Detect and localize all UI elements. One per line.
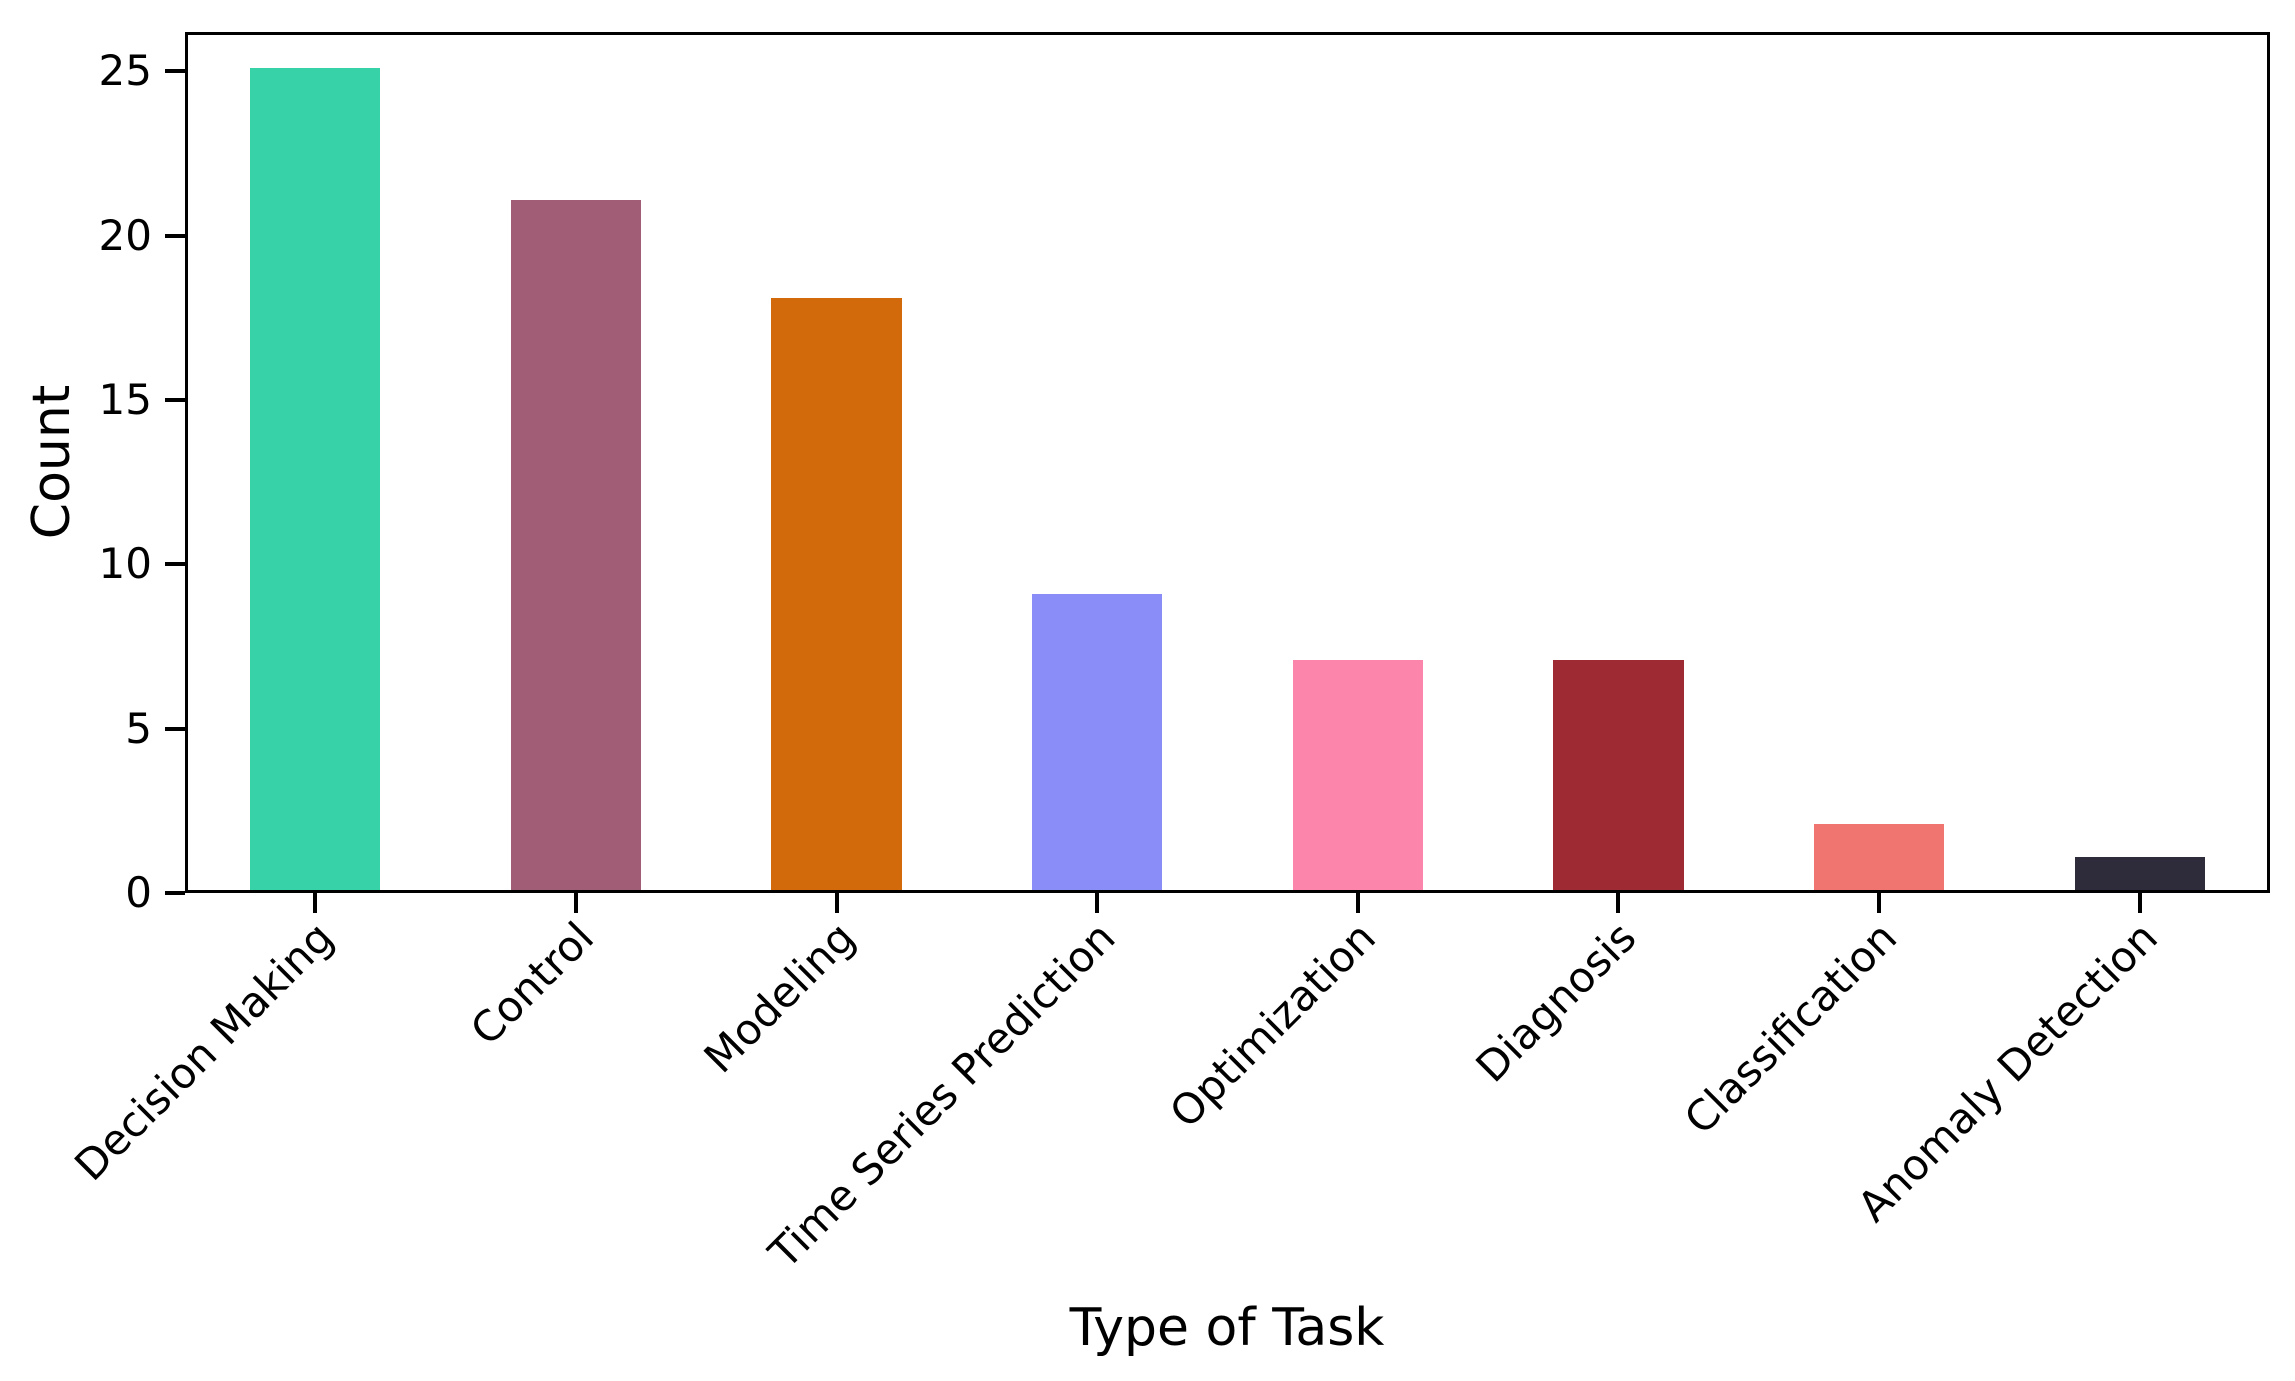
x-tick-mark	[1355, 893, 1360, 913]
bar-control	[510, 199, 642, 890]
x-tick-label-anomaly-detection: Anomaly Detection	[1848, 912, 2167, 1232]
bar-classification	[1813, 824, 1945, 890]
y-tick-label: 5	[125, 703, 152, 753]
x-tick-mark	[1616, 893, 1621, 913]
x-tick-mark	[313, 893, 318, 913]
bar-anomaly-detection	[2074, 857, 2205, 890]
y-tick-mark	[165, 398, 185, 403]
x-tick-label-classification: Classification	[1675, 912, 1907, 1144]
bar-optimization	[1292, 659, 1423, 890]
bar-diagnosis	[1553, 659, 1684, 890]
y-tick-mark	[165, 891, 185, 895]
y-tick-label: 0	[125, 868, 152, 917]
y-tick-mark	[165, 69, 185, 74]
y-tick-label: 10	[98, 539, 152, 589]
x-tick-label-modeling: Modeling	[694, 912, 864, 1083]
y-tick-mark	[165, 726, 185, 731]
x-tick-label-diagnosis: Diagnosis	[1466, 912, 1646, 1092]
x-tick-label-decision-making: Decision Making	[65, 912, 343, 1191]
x-tick-mark	[2137, 893, 2142, 913]
x-tick-mark	[834, 893, 839, 913]
y-axis-label: Count	[22, 384, 82, 540]
x-tick-label-optimization: Optimization	[1160, 912, 1386, 1138]
y-tick-label: 20	[98, 210, 152, 260]
x-tick-mark	[1095, 893, 1100, 913]
bar-time-series-prediction	[1032, 594, 1163, 890]
x-axis-label: Type of Task	[1069, 1298, 1385, 1358]
plot-area	[185, 32, 2270, 893]
y-tick-label: 15	[98, 375, 152, 425]
y-tick-mark	[165, 233, 185, 238]
y-tick-label: 25	[98, 46, 152, 96]
x-tick-mark	[1877, 893, 1882, 913]
x-tick-label-control: Control	[461, 912, 604, 1055]
bar-modeling	[771, 298, 902, 890]
bar-decision-making	[250, 68, 381, 890]
y-tick-mark	[165, 562, 185, 567]
x-tick-mark	[573, 893, 578, 913]
